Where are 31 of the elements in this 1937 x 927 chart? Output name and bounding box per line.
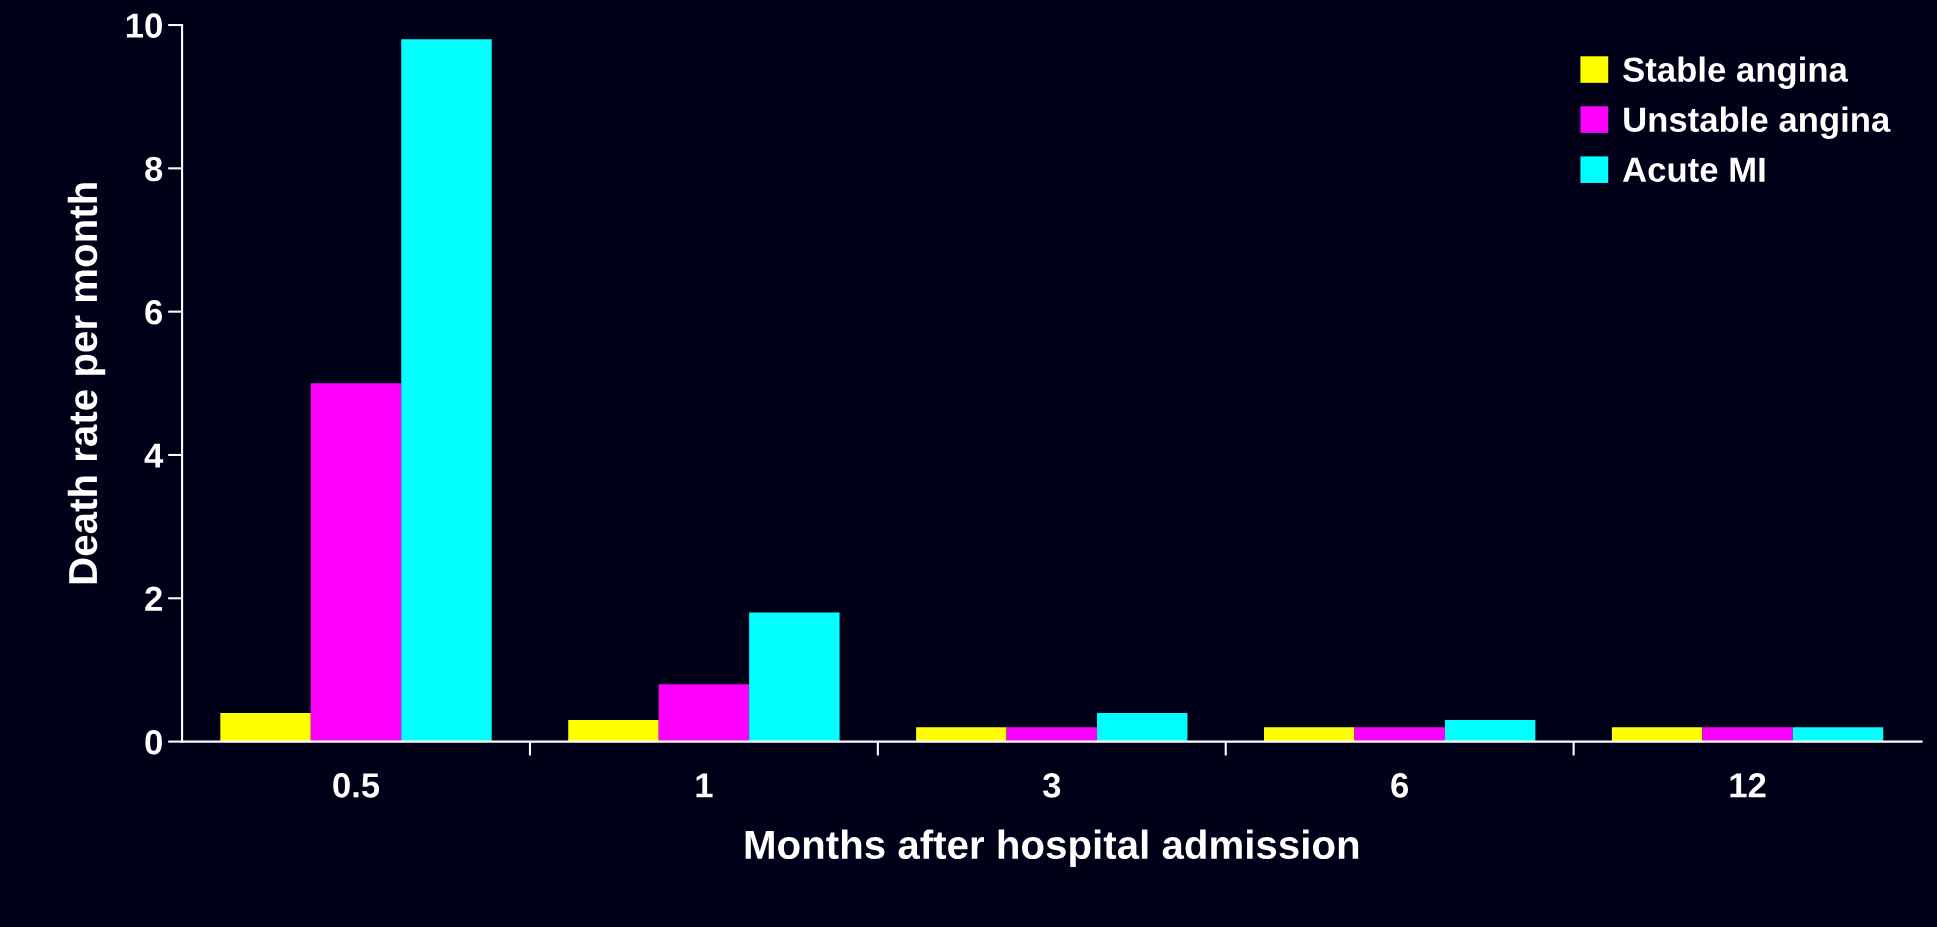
- y-tick-label: 4: [144, 443, 164, 468]
- bar: [1611, 727, 1703, 742]
- y-tick-label: 10: [126, 13, 162, 38]
- bar: [1444, 720, 1536, 742]
- y-tick-label: 6: [145, 299, 163, 325]
- x-tick-label: 1: [696, 773, 713, 798]
- x-tick-label: 3: [1042, 773, 1061, 798]
- bar: [1702, 727, 1793, 742]
- bar: [749, 612, 840, 742]
- legend-label: Acute MI: [1622, 157, 1765, 183]
- bar: [568, 720, 659, 742]
- bar: [401, 39, 492, 742]
- x-axis-title: Months after hospital admission: [745, 829, 1359, 868]
- legend-label: Stable angina: [1623, 56, 1849, 89]
- x-tick-label: 6: [1391, 773, 1409, 798]
- bar: [916, 727, 1007, 742]
- bar: [1097, 712, 1188, 742]
- bar: [1006, 727, 1098, 742]
- bar: [1792, 727, 1884, 742]
- x-tick-label: 12: [1730, 773, 1766, 798]
- x-tick-label: 0.5: [333, 773, 380, 798]
- bar: [1354, 727, 1445, 742]
- y-axis-title: Death rate per month: [67, 183, 106, 584]
- y-tick-label: 2: [145, 586, 162, 611]
- bar: [310, 383, 402, 742]
- bar: [1264, 727, 1355, 742]
- y-tick-label: 8: [145, 156, 163, 182]
- bar: [658, 684, 750, 742]
- y-tick-label: 0: [145, 729, 162, 755]
- bar: [220, 712, 311, 742]
- legend-label: Unstable angina: [1624, 106, 1891, 140]
